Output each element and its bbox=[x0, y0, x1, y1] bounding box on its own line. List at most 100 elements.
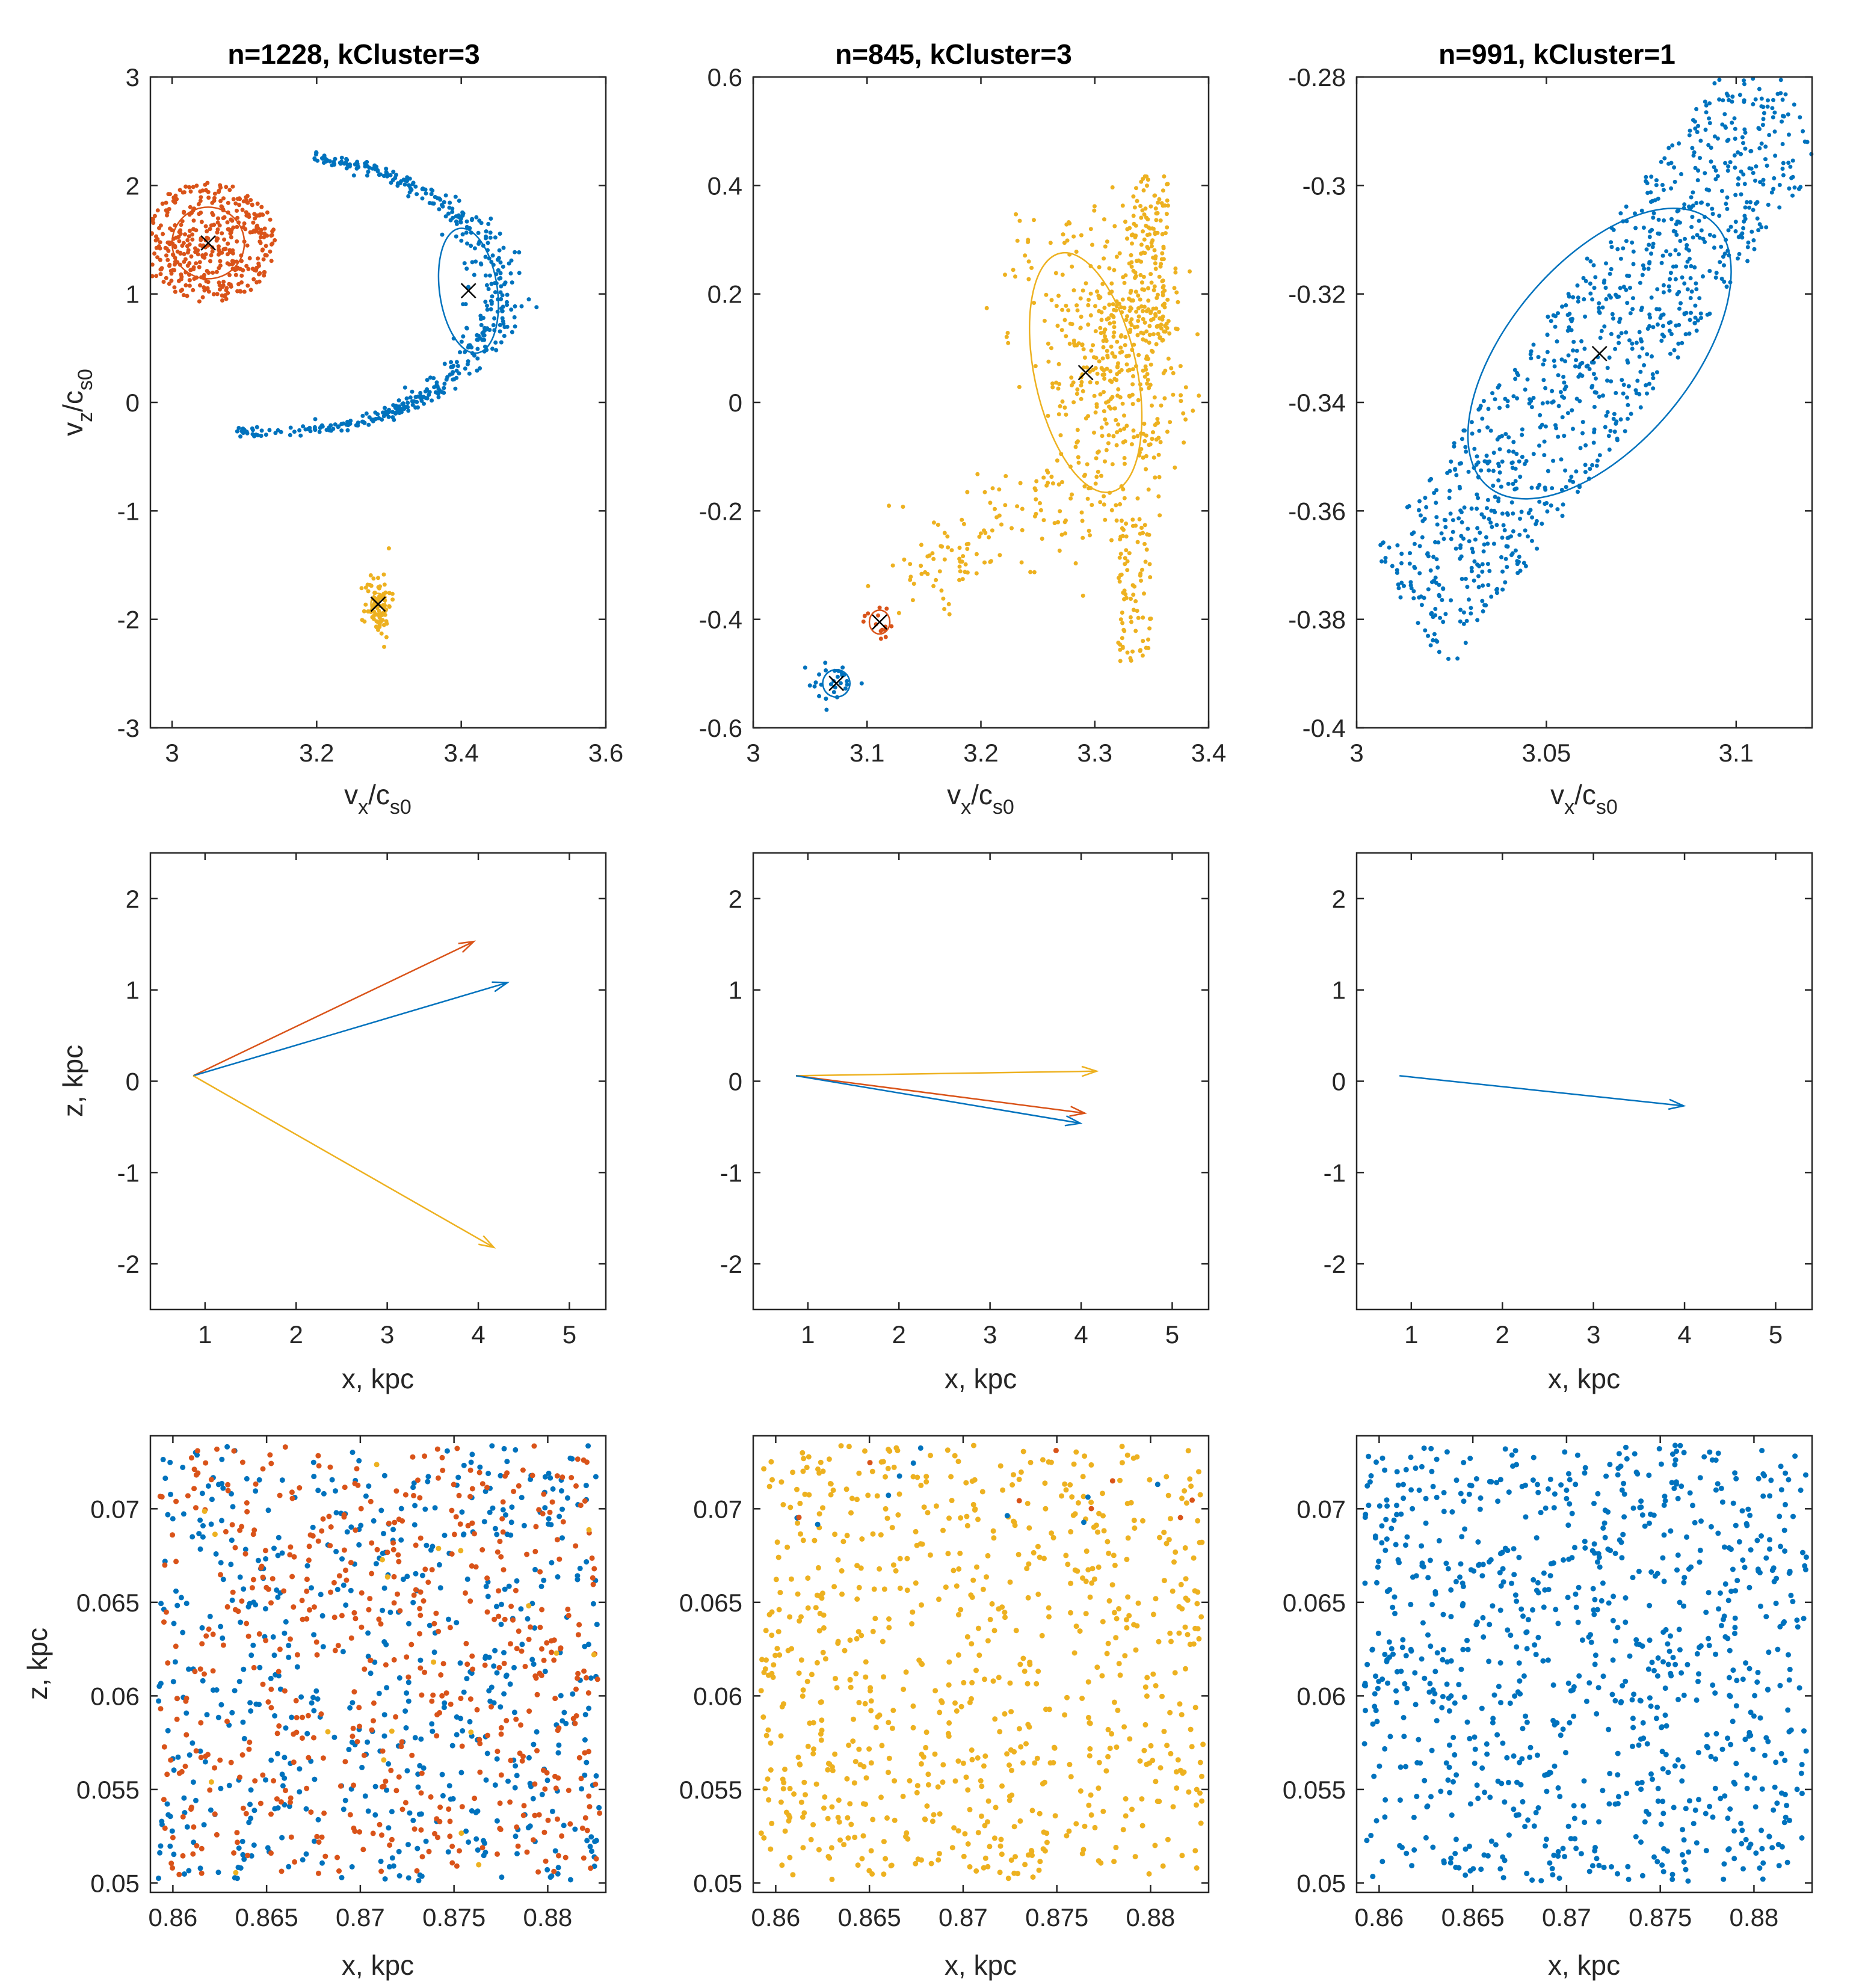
data-point bbox=[322, 155, 327, 159]
data-point bbox=[197, 1865, 203, 1871]
data-point bbox=[1066, 220, 1071, 224]
data-point bbox=[884, 606, 889, 611]
data-point bbox=[238, 1865, 244, 1871]
data-point bbox=[204, 1712, 210, 1718]
data-point bbox=[762, 1786, 768, 1792]
data-point bbox=[987, 1616, 993, 1622]
data-point bbox=[566, 1788, 572, 1793]
data-point bbox=[1112, 406, 1117, 411]
data-point bbox=[1138, 272, 1143, 277]
data-point bbox=[965, 490, 970, 494]
data-point bbox=[508, 1604, 514, 1609]
a1-y-tick-label: 0 bbox=[126, 1068, 140, 1096]
data-point bbox=[805, 1743, 811, 1749]
data-point bbox=[214, 1446, 220, 1452]
data-point bbox=[796, 1515, 802, 1521]
data-point bbox=[1159, 1693, 1165, 1699]
data-point bbox=[376, 1616, 382, 1622]
data-point bbox=[1165, 1836, 1171, 1842]
data-point bbox=[1168, 420, 1173, 425]
data-point bbox=[1159, 326, 1164, 331]
data-point bbox=[1158, 218, 1163, 223]
data-point bbox=[1099, 318, 1104, 322]
data-point bbox=[501, 264, 505, 269]
data-point bbox=[484, 1575, 490, 1581]
data-point bbox=[1484, 603, 1488, 608]
data-point bbox=[990, 1528, 996, 1534]
data-point bbox=[181, 241, 186, 245]
data-point bbox=[1088, 313, 1093, 318]
data-point bbox=[828, 1492, 834, 1498]
data-point bbox=[264, 244, 268, 248]
data-point bbox=[1707, 121, 1712, 126]
data-point bbox=[1111, 1553, 1117, 1559]
data-point bbox=[1124, 423, 1129, 428]
data-point bbox=[310, 1524, 316, 1530]
data-point bbox=[1129, 620, 1133, 624]
data-point bbox=[1082, 1453, 1088, 1459]
data-point bbox=[577, 1566, 583, 1571]
data-point bbox=[849, 1495, 855, 1501]
data-point bbox=[979, 1489, 985, 1495]
data-point bbox=[1694, 328, 1699, 333]
data-point bbox=[1116, 1606, 1122, 1611]
data-point bbox=[1157, 310, 1162, 314]
data-point bbox=[1695, 130, 1700, 134]
data-point bbox=[1160, 251, 1165, 256]
data-point bbox=[1099, 331, 1103, 336]
data-point bbox=[454, 360, 459, 365]
data-point bbox=[513, 304, 517, 309]
data-point bbox=[477, 1769, 483, 1775]
data-point bbox=[270, 1634, 276, 1640]
data-point bbox=[244, 198, 248, 203]
data-point bbox=[1141, 615, 1145, 620]
data-point bbox=[914, 1783, 920, 1789]
data-point bbox=[1597, 306, 1602, 310]
data-point bbox=[1476, 460, 1481, 465]
data-point bbox=[1590, 297, 1595, 302]
data-point bbox=[829, 1876, 835, 1882]
data-point bbox=[520, 1812, 526, 1818]
data-point bbox=[328, 1589, 333, 1595]
data-point bbox=[1476, 585, 1481, 589]
data-point bbox=[1486, 407, 1491, 411]
data-point bbox=[512, 315, 517, 319]
data-point bbox=[256, 272, 261, 277]
data-point bbox=[382, 582, 387, 587]
data-point bbox=[224, 185, 229, 189]
data-point bbox=[859, 1856, 865, 1862]
data-point bbox=[152, 251, 157, 256]
data-point bbox=[997, 1463, 1003, 1469]
data-point bbox=[812, 1537, 818, 1543]
data-point bbox=[520, 1753, 526, 1759]
data-point bbox=[865, 1492, 871, 1498]
data-point bbox=[1511, 449, 1515, 454]
data-point bbox=[490, 346, 495, 351]
data-point bbox=[212, 191, 217, 196]
data-point bbox=[815, 1565, 821, 1571]
data-point bbox=[1123, 334, 1128, 339]
data-point bbox=[1032, 570, 1037, 574]
data-point bbox=[392, 1519, 398, 1525]
data-point bbox=[1050, 1760, 1056, 1765]
data-point bbox=[366, 422, 371, 427]
data-point bbox=[1023, 1741, 1029, 1747]
data-point bbox=[1687, 133, 1692, 138]
data-point bbox=[1447, 488, 1452, 493]
data-point bbox=[168, 226, 173, 231]
data-point bbox=[816, 1511, 822, 1517]
data-point bbox=[490, 1505, 496, 1511]
data-point bbox=[1433, 575, 1438, 580]
data-point bbox=[186, 248, 191, 253]
velocity-scatter-panel-2: n=845, kCluster=3 3 3.1 3.2 3.3 3.4-0.6-0.4-… bbox=[699, 38, 1227, 819]
data-point bbox=[1689, 195, 1694, 200]
data-point bbox=[1109, 281, 1114, 286]
data-point bbox=[232, 1688, 238, 1694]
data-point bbox=[1148, 383, 1153, 387]
data-point bbox=[501, 1445, 507, 1451]
data-point bbox=[1550, 400, 1555, 405]
data-point bbox=[182, 1810, 188, 1815]
data-point bbox=[473, 1564, 479, 1570]
data-point bbox=[406, 1620, 412, 1626]
data-point bbox=[248, 1815, 254, 1821]
